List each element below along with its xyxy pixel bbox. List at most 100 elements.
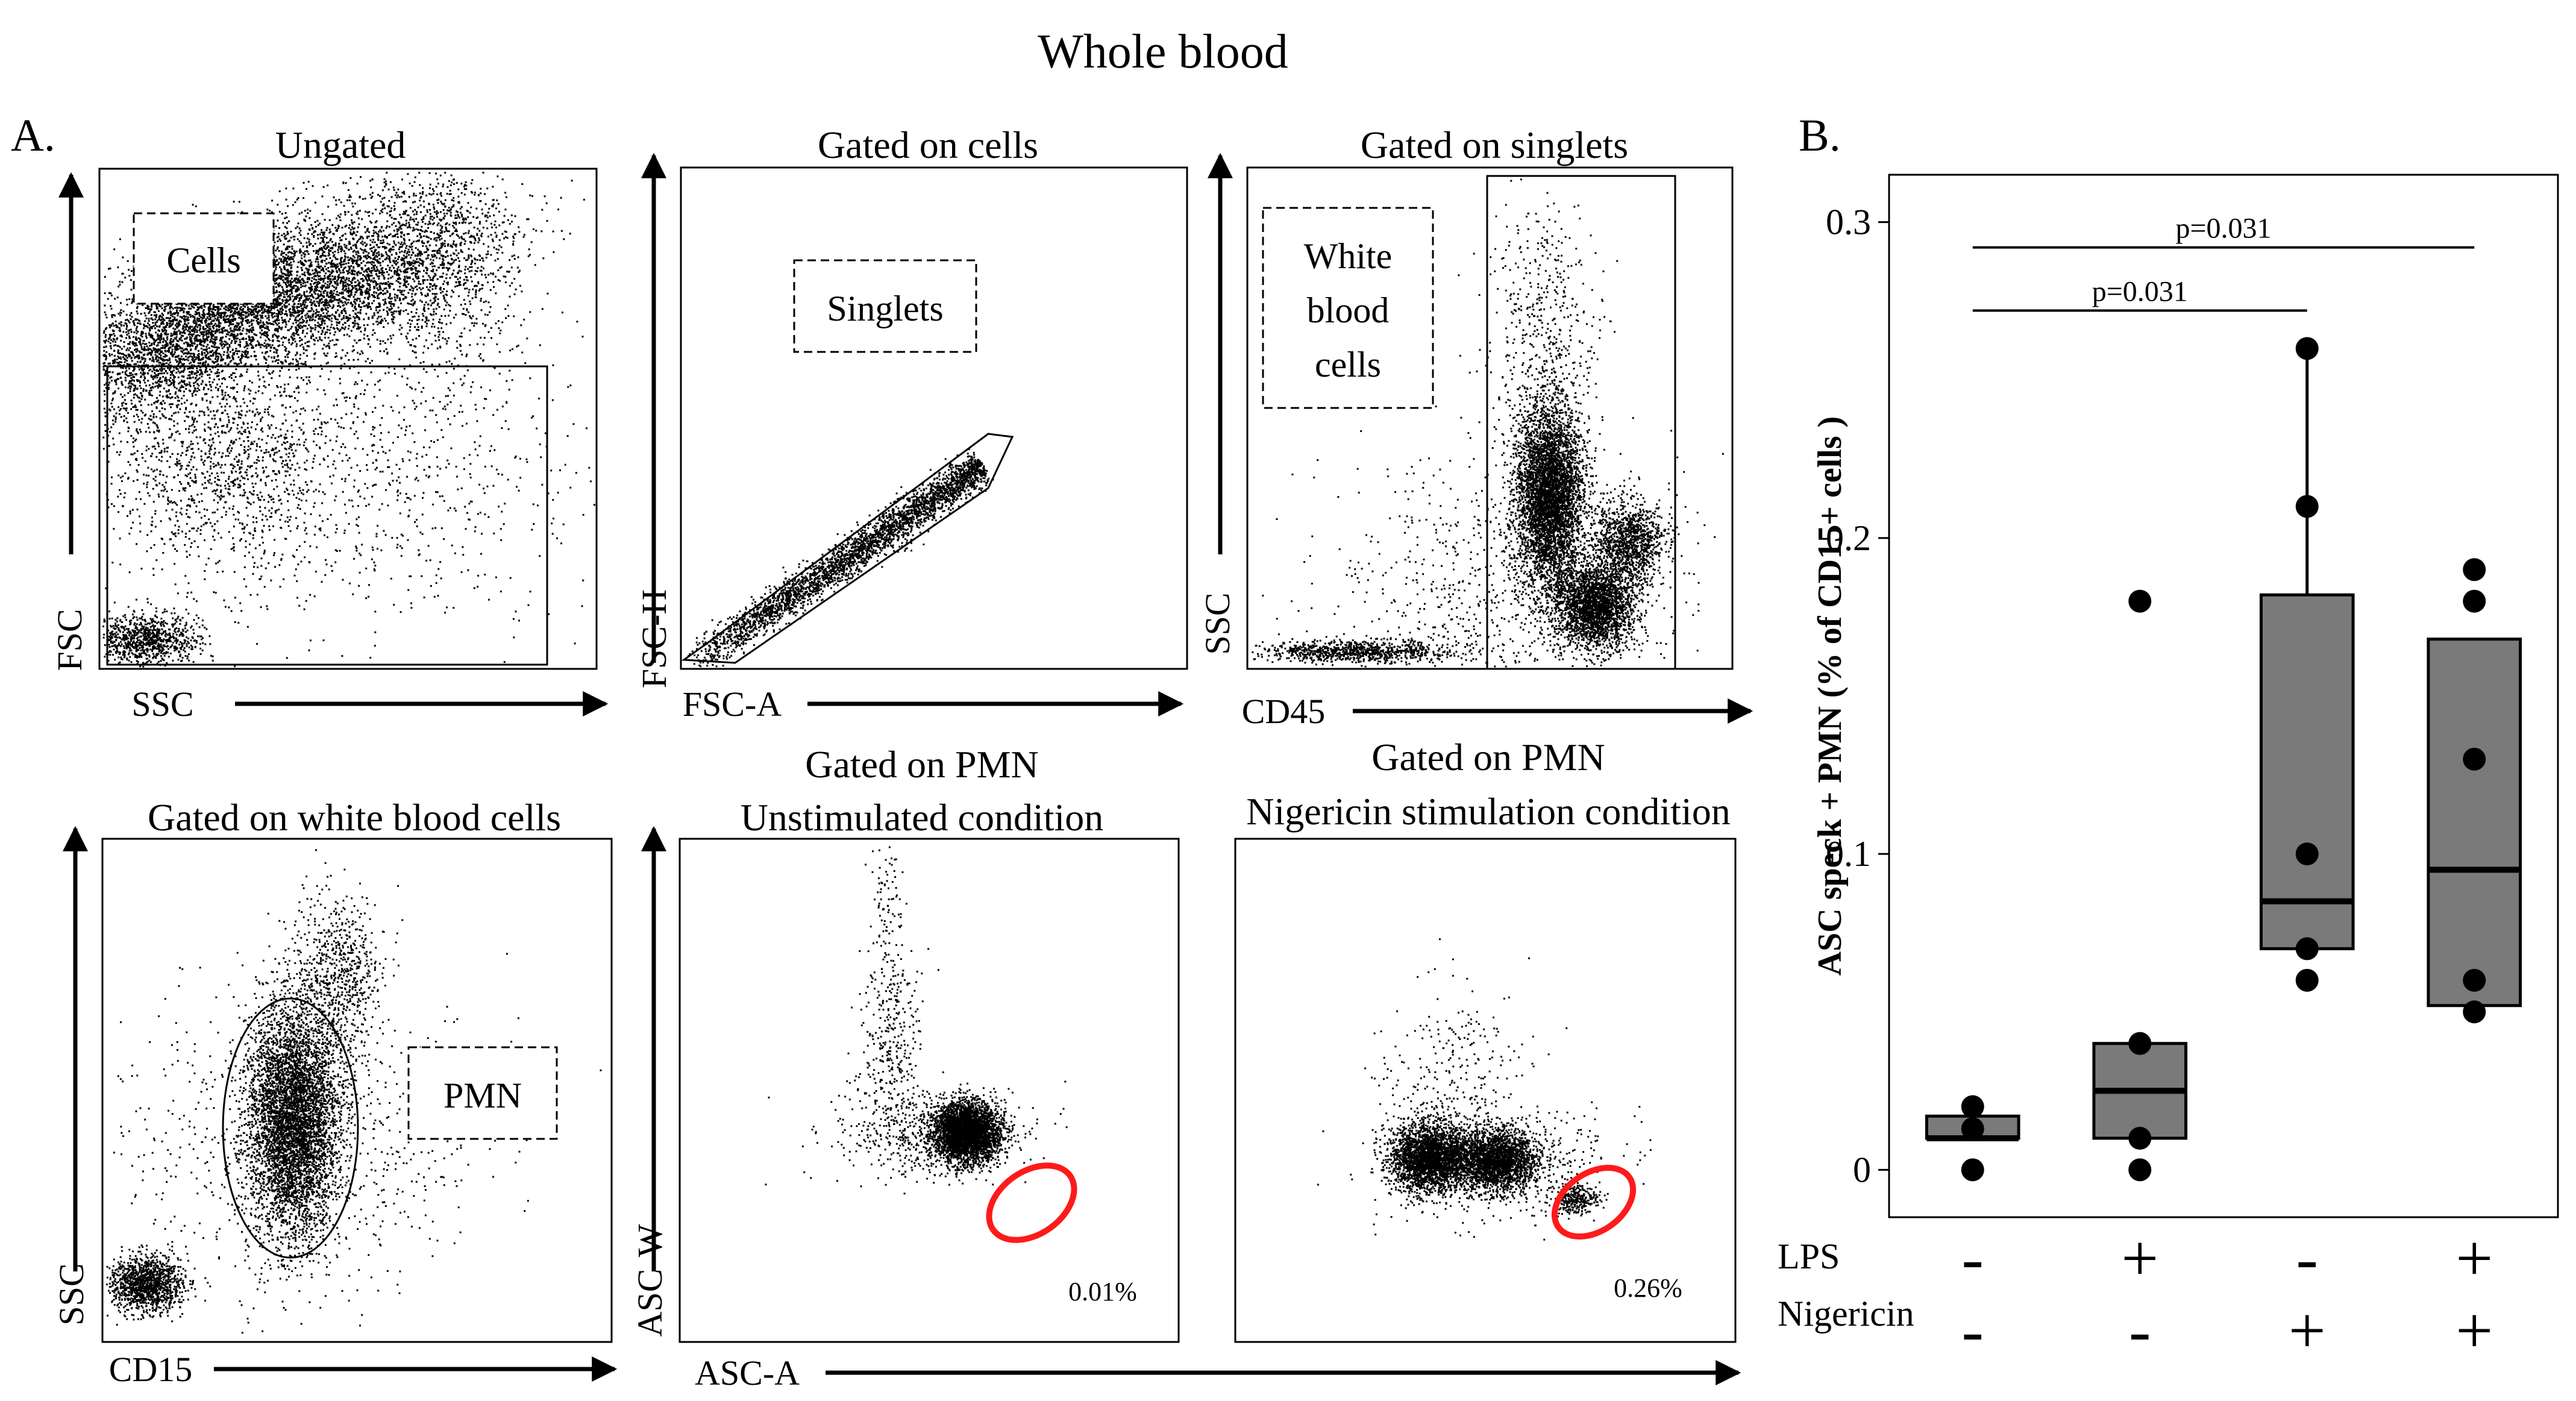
figure-title: Whole blood — [1038, 25, 1288, 78]
gate-label-box — [407, 1046, 558, 1140]
plot-frame — [680, 166, 1188, 670]
nigericin-sign: - — [1961, 1294, 1984, 1367]
plot-title: Ungated — [275, 124, 406, 166]
plot-ungated: Ungated Cells FSC SSC — [50, 124, 609, 724]
data-point — [2128, 589, 2152, 613]
data-point — [2128, 1032, 2152, 1055]
x-axis-label: FSC-A — [683, 685, 782, 724]
p-value-label: p=0.031 — [2175, 213, 2271, 245]
data-point — [2128, 1158, 2152, 1182]
plot-title: Gated on singlets — [1361, 124, 1628, 166]
gate-label: cells — [1315, 345, 1381, 384]
plot-frame — [678, 838, 1180, 1343]
plot-frame — [1888, 174, 2559, 1218]
nigericin-sign: - — [2129, 1294, 2151, 1367]
data-point — [2463, 558, 2486, 581]
x-axis-label: CD15 — [109, 1350, 193, 1389]
data-point — [1961, 1095, 1984, 1118]
gate-label: Cells — [166, 240, 240, 280]
scatter-cloud — [106, 849, 602, 1334]
lps-sign: + — [2455, 1221, 2493, 1295]
plot-title-line2: Unstimulated condition — [741, 796, 1104, 839]
scatter-dots — [106, 849, 602, 1334]
data-point — [2463, 1000, 2486, 1024]
gate-label: PMN — [443, 1076, 522, 1115]
data-point — [2463, 968, 2486, 992]
nigericin-sign: + — [2455, 1294, 2493, 1367]
asc-w-axis-label: ASC-W — [630, 1224, 669, 1337]
gate-label-box — [1262, 207, 1434, 409]
data-point — [2295, 337, 2319, 360]
plot-title-line2: Nigericin stimulation condition — [1246, 790, 1730, 833]
data-point — [2463, 589, 2486, 613]
significance-brackets: p=0.031 p=0.031 — [1972, 213, 2475, 312]
y-tick-label: 0.1 — [1826, 834, 1871, 874]
data-point — [2295, 495, 2319, 518]
cells-gate — [106, 365, 548, 666]
scatter-dots — [765, 846, 1068, 1196]
box — [2259, 593, 2355, 950]
wbc-gate — [1486, 175, 1676, 670]
nigericin-sign: + — [2289, 1294, 2326, 1367]
plot-frame — [1234, 838, 1737, 1343]
data-point — [2128, 1126, 2152, 1150]
data-point — [1961, 1158, 1984, 1182]
gate-label-box — [133, 212, 275, 305]
plot-title-line1: Gated on PMN — [805, 743, 1039, 786]
y-axis-label: ASC speck + PMN (% of CD15+ cells ) — [1811, 416, 1849, 976]
lps-sign: - — [1961, 1221, 1984, 1295]
data-point — [2295, 842, 2319, 866]
panel-a-label: A. — [11, 110, 55, 161]
singlets-gate — [681, 433, 1014, 664]
percent-label: 0.26% — [1614, 1273, 1682, 1303]
scatter-dots — [688, 448, 994, 668]
plot-pmn-nigericin: Gated on PMN Nigericin stimulation condi… — [1234, 736, 1737, 1343]
data-point — [2295, 968, 2319, 992]
p-value-label: p=0.031 — [2092, 275, 2188, 307]
pmn-gate — [222, 997, 359, 1259]
scatter-dots — [1317, 938, 1652, 1241]
asc-speck-gate — [986, 1162, 1077, 1243]
asc-speck-gate — [1551, 1164, 1637, 1240]
condition-table: LPS Nigericin --+--+++ — [1778, 1221, 2493, 1367]
y-axis-label: SSC — [1198, 592, 1237, 654]
gate-label: blood — [1307, 290, 1390, 330]
row-label-lps: LPS — [1778, 1236, 1840, 1276]
plot-frame — [98, 168, 598, 670]
data-point — [2463, 747, 2486, 771]
data-point — [1961, 1117, 1984, 1141]
box-plot: 0 0.1 0.2 0.3 ASC speck + PMN (% of CD15+ c… — [1811, 174, 2559, 1218]
plot-gated-on-singlets: Gated on singlets White blood cells SSC … — [1198, 124, 1753, 731]
asc-a-axis-label: ASC-A — [695, 1353, 800, 1393]
plot-gated-on-cells: Gated on cells Singlets FSC-H FSC-A — [635, 124, 1188, 724]
gate-label: Singlets — [827, 289, 943, 328]
x-axis-label: SSC — [131, 685, 193, 724]
data-point — [2295, 937, 2319, 961]
percent-label: 0.01% — [1068, 1277, 1137, 1306]
lps-sign: + — [2121, 1221, 2158, 1295]
scatter-cloud — [688, 448, 994, 668]
plot-title-line1: Gated on PMN — [1371, 736, 1605, 779]
plot-title: Gated on cells — [818, 124, 1038, 166]
y-tick-label: 0.3 — [1826, 202, 1871, 242]
lps-sign: - — [2296, 1221, 2318, 1295]
y-tick-label: 0.2 — [1826, 518, 1871, 558]
data-points — [1961, 337, 2486, 1182]
y-axis-label: FSC — [50, 609, 89, 671]
gate-label-box — [793, 259, 977, 353]
panel-b-label: B. — [1799, 110, 1841, 161]
y-tick-label: 0 — [1853, 1150, 1871, 1189]
y-axis-label: SSC — [52, 1263, 91, 1325]
plot-gated-on-wbc: Gated on white blood cells PMN SSC CD15 — [52, 796, 618, 1389]
plot-frame — [101, 838, 613, 1343]
row-label-nigericin: Nigericin — [1778, 1294, 1914, 1334]
boxes — [1925, 348, 2522, 1141]
plot-pmn-unstimulated: Gated on PMN Unstimulated condition 0.01… — [678, 743, 1180, 1343]
scatter-cloud — [765, 846, 1068, 1196]
box — [2427, 638, 2522, 1008]
x-axis-label: CD45 — [1242, 692, 1326, 731]
plot-title: Gated on white blood cells — [148, 796, 561, 839]
y-axis-label: FSC-H — [635, 589, 674, 688]
y-axis-ticks: 0 0.1 0.2 0.3 — [1826, 202, 1889, 1189]
